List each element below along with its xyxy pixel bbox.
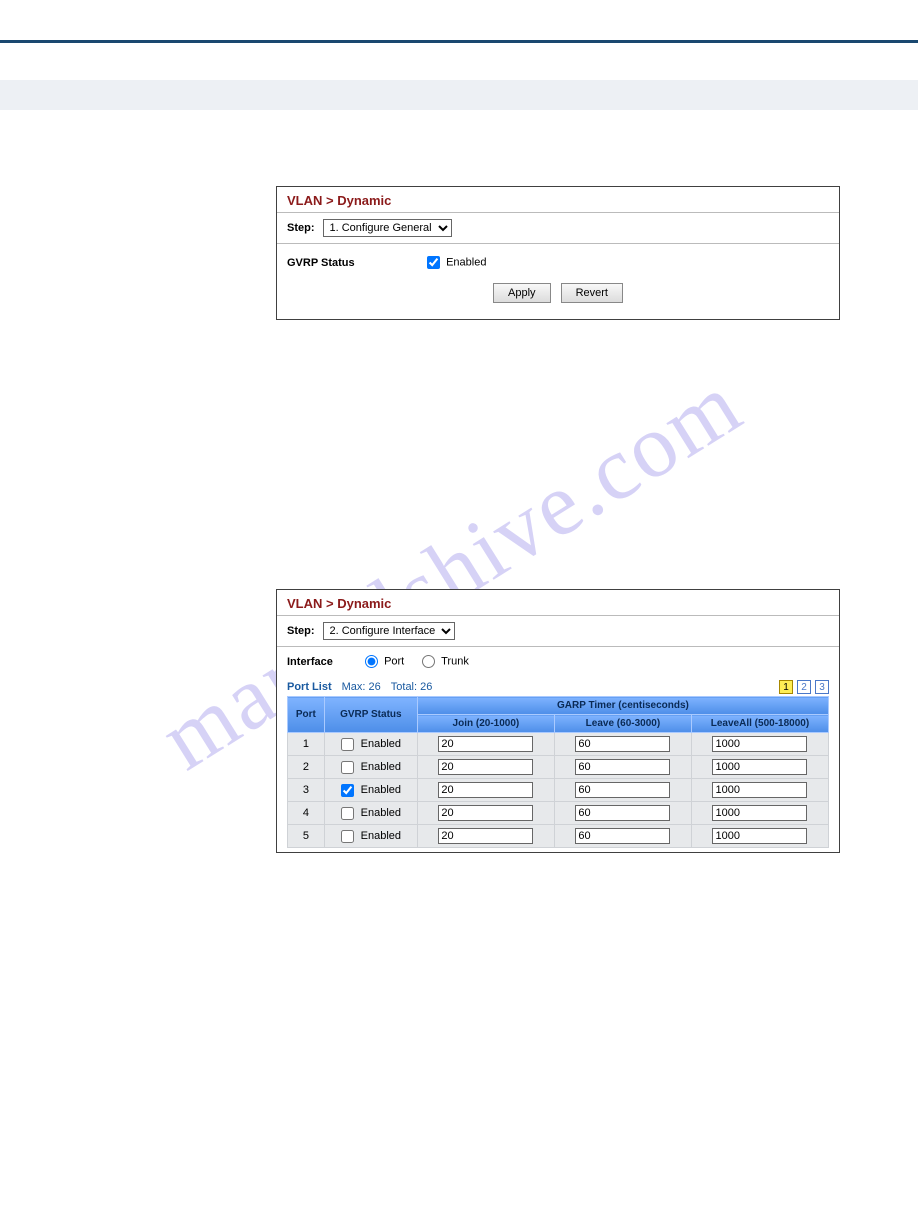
port-header: Port [288,697,325,733]
gvrp-enabled-checkbox[interactable] [341,761,354,774]
gvrp-row: GVRP Status Enabled [287,254,829,271]
interface-port-option[interactable]: Port [365,655,404,668]
pager: 123 [779,680,829,694]
portlist-total: Total: 26 [391,681,433,693]
panel-step-row: Step: 2. Configure Interface [277,616,839,647]
portlist-title: Port List [287,681,332,693]
leave-input[interactable] [575,828,670,844]
pager-page[interactable]: 2 [797,680,811,694]
apply-button[interactable]: Apply [493,283,551,303]
table-row: 4 Enabled [288,802,829,825]
leave-header: Leave (60-3000) [554,715,691,733]
interface-port-label: Port [384,655,404,667]
portlist-max: Max: 26 [342,681,381,693]
pager-page[interactable]: 3 [815,680,829,694]
gvrp-cell: Enabled [324,779,417,802]
join-cell [417,779,554,802]
leaveall-input[interactable] [712,828,807,844]
gvrp-enabled-label: Enabled [361,761,401,773]
portlist-row: Port List Max: 26 Total: 26 123 [277,676,839,696]
leaveall-input[interactable] [712,782,807,798]
join-input[interactable] [438,805,533,821]
interface-port-radio[interactable] [365,655,378,668]
leaveall-cell [691,756,828,779]
leaveall-cell [691,733,828,756]
interface-trunk-label: Trunk [441,655,469,667]
table-row: 2 Enabled [288,756,829,779]
gvrp-enabled-checkbox[interactable] [341,784,354,797]
gvrp-cell: Enabled [324,825,417,848]
panel-body: GVRP Status Enabled Apply Revert [277,244,839,319]
join-cell [417,825,554,848]
step-label: Step: [287,222,315,234]
garp-header: GARP Timer (centiseconds) [417,697,828,715]
join-cell [417,733,554,756]
gvrp-cell: Enabled [324,802,417,825]
interface-row: Interface Port Trunk [277,647,839,676]
interface-label: Interface [287,656,347,668]
leaveall-input[interactable] [712,805,807,821]
gvrp-enabled-label: Enabled [361,738,401,750]
panel-configure-general: VLAN > Dynamic Step: 1. Configure Genera… [276,186,840,320]
leaveall-input[interactable] [712,736,807,752]
panel-title: VLAN > Dynamic [277,187,839,213]
leaveall-header: LeaveAll (500-18000) [691,715,828,733]
gvrp-enabled-checkbox[interactable] [341,807,354,820]
interface-trunk-radio[interactable] [422,655,435,668]
gvrp-enabled-label: Enabled [361,784,401,796]
step-select[interactable]: 1. Configure General [323,219,452,237]
gvrp-enabled-checkbox[interactable] [341,830,354,843]
table-row: 1 Enabled [288,733,829,756]
header-banner [0,80,918,110]
leave-cell [554,825,691,848]
leaveall-cell [691,825,828,848]
step-select[interactable]: 2. Configure Interface [323,622,455,640]
interface-trunk-option[interactable]: Trunk [422,655,469,668]
panel-title: VLAN > Dynamic [277,590,839,616]
top-rule [0,40,918,80]
leave-input[interactable] [575,782,670,798]
button-row: Apply Revert [287,271,829,309]
leave-cell [554,779,691,802]
join-cell [417,802,554,825]
leaveall-input[interactable] [712,759,807,775]
revert-button[interactable]: Revert [561,283,623,303]
join-cell [417,756,554,779]
table-row: 5 Enabled [288,825,829,848]
port-cell: 4 [288,802,325,825]
enabled-checkbox-wrap[interactable]: Enabled [427,256,486,269]
gvrp-header: GVRP Status [324,697,417,733]
join-header: Join (20-1000) [417,715,554,733]
table-row: 3 Enabled [288,779,829,802]
gvrp-enabled-label: Enabled [361,807,401,819]
gvrp-enabled-label: Enabled [361,830,401,842]
leaveall-cell [691,779,828,802]
join-input[interactable] [438,782,533,798]
port-table: Port GVRP Status GARP Timer (centisecond… [287,696,829,848]
step-label: Step: [287,625,315,637]
pager-page[interactable]: 1 [779,680,793,694]
leave-cell [554,756,691,779]
gvrp-status-label: GVRP Status [287,257,377,269]
leave-cell [554,733,691,756]
enabled-label: Enabled [446,256,486,268]
gvrp-cell: Enabled [324,733,417,756]
join-input[interactable] [438,759,533,775]
gvrp-cell: Enabled [324,756,417,779]
leave-input[interactable] [575,759,670,775]
port-cell: 1 [288,733,325,756]
panel-step-row: Step: 1. Configure General [277,213,839,244]
leave-cell [554,802,691,825]
join-input[interactable] [438,828,533,844]
port-cell: 2 [288,756,325,779]
panel-configure-interface: VLAN > Dynamic Step: 2. Configure Interf… [276,589,840,853]
leaveall-cell [691,802,828,825]
port-cell: 3 [288,779,325,802]
port-cell: 5 [288,825,325,848]
leave-input[interactable] [575,736,670,752]
gvrp-enabled-checkbox[interactable] [341,738,354,751]
join-input[interactable] [438,736,533,752]
leave-input[interactable] [575,805,670,821]
enabled-checkbox[interactable] [427,256,440,269]
